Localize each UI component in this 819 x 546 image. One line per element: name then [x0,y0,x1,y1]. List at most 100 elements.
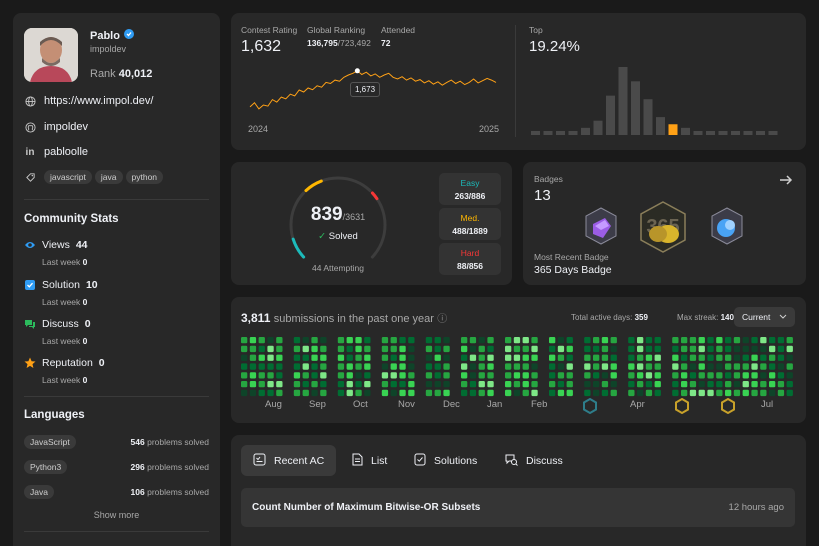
heatmap-cell [241,337,248,344]
rating-label: Contest Rating [241,25,298,35]
language-tag[interactable]: JavaScript [24,435,76,449]
submission-heatmap[interactable] [241,337,797,399]
heatmap-cell [258,389,265,397]
heatmap-cell [531,372,538,379]
heatmap-cell [733,354,741,361]
year-select[interactable]: Current [734,307,795,327]
heatmap-cell [681,345,688,353]
heatmap-cell [408,354,415,361]
easy-progress [291,237,306,259]
heatmap-cell [443,389,450,397]
heatmap-cell [760,363,767,370]
divider [515,25,516,137]
heatmap-cell [258,381,265,388]
heatmap-cell [549,363,556,370]
recent-submission-row[interactable]: Count Number of Maximum Bitwise-OR Subse… [241,488,795,527]
linkedin-link[interactable]: in pabloolle [24,146,89,158]
medium-box[interactable]: Med. 488/1889 [439,208,501,240]
global-total: /723,492 [337,38,371,48]
easy-box[interactable]: Easy 263/886 [439,173,501,205]
tab-solutions[interactable]: Solutions [402,445,489,476]
year-start-label: 2024 [248,124,269,134]
heatmap-cell [751,354,758,361]
heatmap-cell [337,363,345,370]
info-icon[interactable]: ⓘ [437,314,448,325]
skill-tag[interactable]: java [94,170,123,184]
badge-purple-icon[interactable] [583,206,619,249]
avatar[interactable] [24,28,78,82]
heatmap-cell [725,372,732,379]
top-percent-bar-chart[interactable] [531,63,799,137]
heatmap-cell [549,381,556,388]
top-bar [606,95,615,135]
github-link[interactable]: impoldev [24,121,88,133]
heatmap-cell [461,337,468,344]
website-text: https://www.impol.dev/ [44,95,154,107]
heatmap-cell [267,363,274,370]
heatmap-cell [364,372,371,379]
heatmap-cell [698,345,705,353]
attended-label: Attended [381,25,416,35]
heatmap-cell [698,337,705,344]
hard-box[interactable]: Hard 88/856 [439,243,501,275]
heatmap-cell [311,389,318,397]
heatmap-cell [742,354,749,361]
skill-tag[interactable]: javascript [44,170,92,184]
heatmap-cell [267,354,274,361]
heatmap-cell [302,354,309,361]
heatmap-cell [478,337,485,344]
badge-365-icon[interactable]: 365 [638,200,688,257]
month-label: Sep [309,399,326,410]
heatmap-cell [637,381,644,388]
heatmap-cell [777,345,785,353]
heatmap-cell [408,363,415,370]
website-link[interactable]: https://www.impol.dev/ [24,95,153,107]
tab-label: List [371,454,388,467]
top-bar [643,99,653,135]
star-icon [24,357,36,369]
top-bar [531,131,540,135]
heatmap-cell [311,363,318,370]
heatmap-cell [584,372,591,379]
heatmap-cell [557,381,565,388]
badge-month-icon [675,397,689,417]
heatmap-cell [645,337,653,344]
stat-label: Solution [42,279,80,291]
language-row: JavaScript 546 problems solved [24,435,209,449]
heatmap-cell [610,354,617,361]
year-select-value: Current [742,312,771,322]
heatmap-cell [505,345,512,353]
rating-line-chart[interactable] [249,58,499,118]
heatmap-cell [566,363,573,370]
language-row: Java 106 problems solved [24,485,209,499]
heatmap-cell [531,354,538,361]
heatmap-cell [425,372,433,379]
heatmap-cell [549,372,556,379]
tab-recent-ac[interactable]: Recent AC [241,445,337,476]
language-tag[interactable]: Python3 [24,460,68,474]
tab-label: Solutions [434,454,478,467]
tab-list[interactable]: List [339,445,399,476]
heatmap-cell [769,389,776,397]
heatmap-cell [276,363,283,370]
tab-discuss[interactable]: Discuss [493,445,575,476]
heatmap-cell [566,337,573,344]
heatmap-cell [549,345,556,353]
heatmap-cell [505,363,512,370]
heatmap-cell [293,389,301,397]
badge-blue-icon[interactable] [709,206,745,249]
heatmap-cell [478,354,485,361]
recent-badge-label: Most Recent Badge [534,252,609,262]
show-more-button[interactable]: Show more [93,510,140,520]
language-tag[interactable]: Java [24,485,54,499]
heatmap-cell [593,389,600,397]
heatmap-cell [355,337,362,344]
medium-value: 488/1889 [452,226,488,236]
arrow-right-icon[interactable] [778,172,794,193]
heatmap-cell [689,372,697,379]
skill-tag[interactable]: python [125,170,164,184]
heatmap-cell [654,345,661,353]
heatmap-cell [293,354,301,361]
heatmap-cell [549,354,556,361]
heatmap-cell [628,345,635,353]
